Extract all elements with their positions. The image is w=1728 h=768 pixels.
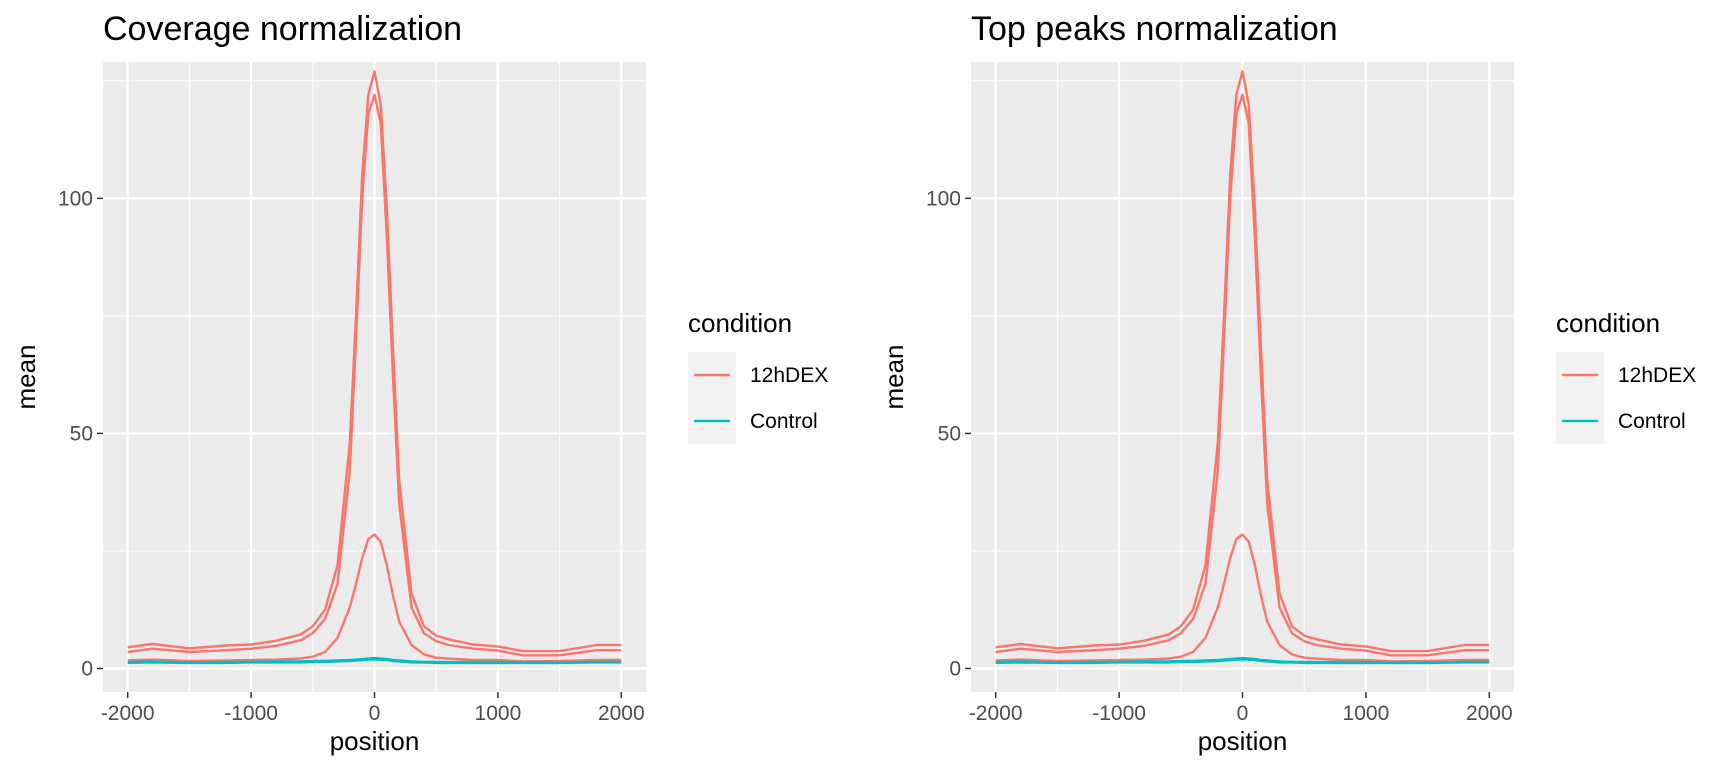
chart-title: Coverage normalization [103, 10, 462, 48]
series-line-control [127, 658, 622, 665]
x-tick-label: 1000 [1343, 702, 1390, 725]
x-tick-label: -2000 [101, 702, 155, 725]
y-tick-label: 0 [949, 657, 961, 680]
legend-key-background [688, 352, 736, 444]
x-tick-label: 2000 [1466, 702, 1513, 725]
y-axis-title: mean [11, 344, 41, 409]
series-line-12hdex [127, 533, 622, 663]
y-axis-title: mean [879, 344, 909, 409]
legend-label: 12hDEX [1618, 364, 1696, 387]
series-line-12hdex [995, 93, 1490, 657]
x-tick-label: -1000 [1092, 702, 1146, 725]
legend-key-background [1556, 352, 1604, 444]
chart-panel-top-peaks: Top peaks normalization -2000 -1000 0 1000 20… [868, 0, 1728, 768]
x-tick-label: 1000 [475, 702, 522, 725]
chart-title: Top peaks normalization [971, 10, 1338, 48]
legend-label: Control [750, 410, 818, 433]
x-axis-title: position [330, 726, 420, 756]
x-axis-title: position [1198, 726, 1288, 756]
x-tick-label: -2000 [969, 702, 1023, 725]
chart-panel-coverage: Coverage normalization -2000 -1000 0 1000 200… [11, 10, 828, 756]
series-line-12hdex [127, 70, 622, 653]
series-line-control [995, 658, 1490, 665]
y-tick-label: 100 [58, 187, 93, 210]
x-tick-label: 0 [1237, 702, 1249, 725]
chart-svg: Top peaks normalization-2000 -1000 0 1000 20… [879, 10, 1696, 756]
series-line-12hdex [127, 93, 622, 657]
legend-title: condition [1556, 308, 1660, 338]
legend-label: Control [1618, 410, 1686, 433]
chart-svg: Coverage normalization-2000 -1000 0 1000 200… [11, 10, 828, 756]
x-tick-label: -1000 [224, 702, 278, 725]
y-tick-label: 100 [926, 187, 961, 210]
y-tick-label: 0 [81, 657, 93, 680]
y-tick-label: 50 [938, 422, 961, 445]
series-line-12hdex [995, 533, 1490, 663]
y-tick-label: 50 [70, 422, 93, 445]
x-tick-label: 0 [369, 702, 381, 725]
legend-title: condition [688, 308, 792, 338]
legend-label: 12hDEX [750, 364, 828, 387]
x-tick-label: 2000 [598, 702, 645, 725]
series-line-12hdex [995, 70, 1490, 653]
